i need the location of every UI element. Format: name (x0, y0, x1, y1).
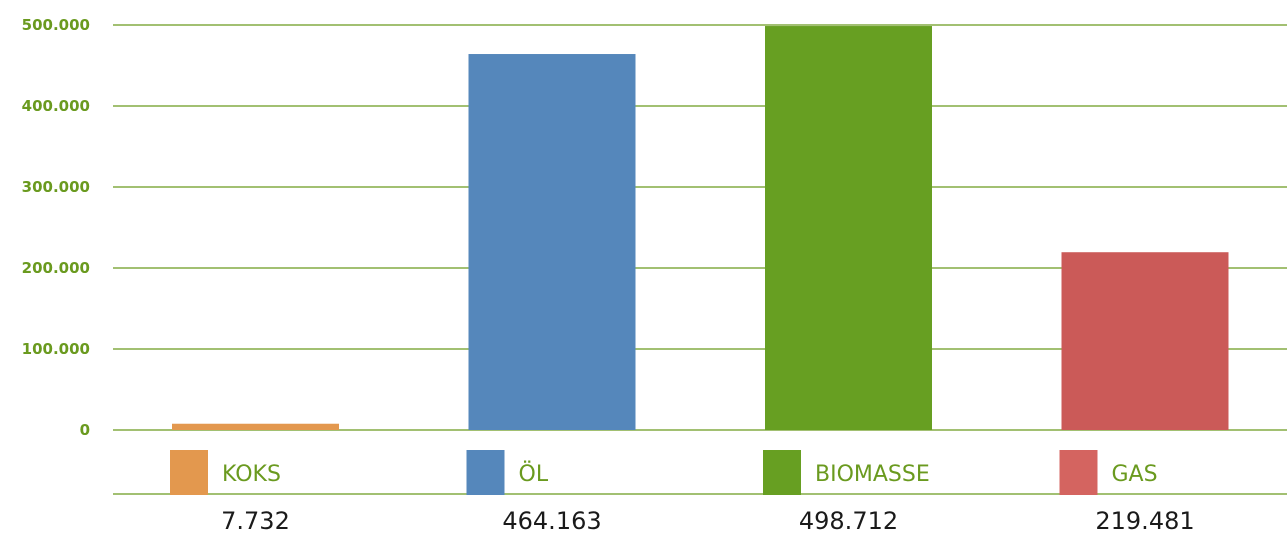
bar-gas (1061, 252, 1229, 430)
value-label: 464.163 (502, 507, 601, 535)
value-label: 219.481 (1095, 507, 1194, 535)
bar-öl (468, 54, 636, 431)
y-tick-label: 200.000 (22, 259, 90, 277)
y-tick-label: 500.000 (22, 16, 90, 34)
bars (172, 26, 1229, 431)
category-label: ÖL (519, 461, 549, 487)
y-tick-label: 0 (80, 421, 90, 439)
bar-biomasse (765, 26, 932, 431)
value-label: 498.712 (799, 507, 898, 535)
value-label: 7.732 (221, 507, 290, 535)
legend-swatch (1059, 450, 1098, 495)
value-labels: 7.732 464.163 498.712 219.481 (221, 507, 1194, 535)
gridlines (113, 24, 1287, 495)
y-axis-tick-labels: 0 100.000 200.000 300.000 400.000 500.000 (22, 16, 90, 439)
category-label: BIOMASSE (815, 462, 930, 487)
legend-swatch (763, 450, 801, 495)
y-tick-label: 400.000 (22, 97, 90, 115)
y-tick-label: 300.000 (22, 178, 90, 196)
category-label: GAS (1112, 462, 1158, 487)
legend-swatch (466, 450, 505, 495)
y-tick-label: 100.000 (22, 340, 90, 358)
category-legend: KOKS ÖL BIOMASSE GAS (170, 450, 1158, 495)
legend-swatch (170, 450, 208, 495)
category-label: KOKS (222, 462, 281, 487)
bar-koks (172, 423, 339, 430)
